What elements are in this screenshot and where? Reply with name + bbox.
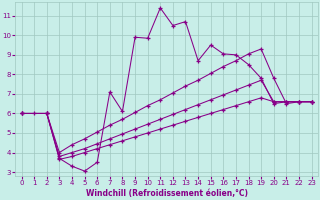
X-axis label: Windchill (Refroidissement éolien,°C): Windchill (Refroidissement éolien,°C): [85, 189, 248, 198]
